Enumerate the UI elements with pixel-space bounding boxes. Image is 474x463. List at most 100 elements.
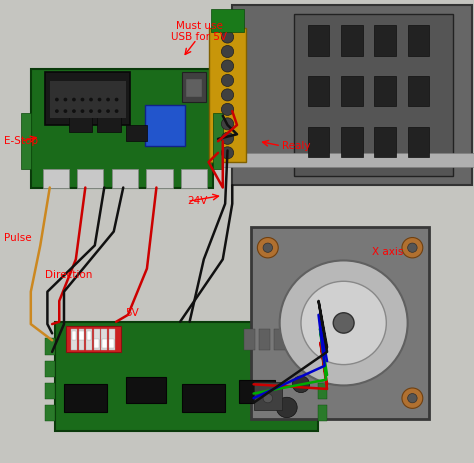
Bar: [318, 361, 327, 377]
Bar: [45, 361, 55, 377]
Circle shape: [98, 98, 101, 101]
Circle shape: [106, 98, 110, 101]
Bar: [31, 69, 213, 188]
Bar: [408, 76, 429, 106]
Circle shape: [221, 147, 234, 159]
Bar: [45, 72, 130, 125]
Bar: [109, 329, 115, 350]
Circle shape: [55, 109, 59, 113]
Bar: [87, 331, 91, 340]
Bar: [66, 326, 121, 352]
Bar: [294, 14, 453, 176]
Bar: [101, 329, 107, 350]
Bar: [251, 227, 429, 419]
Circle shape: [276, 397, 297, 418]
Bar: [341, 127, 363, 157]
Bar: [43, 169, 69, 188]
Circle shape: [55, 98, 59, 101]
Bar: [239, 380, 275, 403]
Text: 24V: 24V: [187, 196, 208, 206]
Bar: [182, 72, 206, 102]
Bar: [181, 169, 207, 188]
Bar: [274, 329, 285, 350]
Bar: [69, 116, 92, 132]
Circle shape: [81, 98, 84, 101]
Bar: [209, 28, 246, 162]
Bar: [21, 113, 31, 169]
Bar: [182, 384, 225, 412]
Circle shape: [64, 98, 67, 101]
Text: 5V: 5V: [126, 307, 139, 318]
Bar: [232, 5, 472, 185]
Bar: [213, 113, 223, 169]
Circle shape: [81, 109, 84, 113]
Text: X axis: X axis: [372, 247, 403, 257]
Bar: [79, 331, 84, 340]
Bar: [112, 169, 138, 188]
Circle shape: [280, 260, 408, 385]
Bar: [45, 405, 55, 421]
Bar: [146, 169, 173, 188]
Circle shape: [221, 31, 234, 43]
Bar: [218, 153, 474, 167]
Circle shape: [402, 238, 423, 258]
Circle shape: [402, 388, 423, 408]
Bar: [126, 377, 166, 403]
Bar: [318, 405, 327, 421]
Bar: [71, 329, 77, 350]
Bar: [77, 169, 103, 188]
Bar: [145, 105, 185, 146]
Circle shape: [221, 118, 234, 130]
Text: Realy: Realy: [282, 141, 310, 151]
Circle shape: [221, 89, 234, 101]
Bar: [186, 79, 202, 97]
Bar: [244, 329, 255, 350]
Bar: [374, 25, 396, 56]
Bar: [211, 9, 244, 32]
Bar: [374, 127, 396, 157]
Bar: [318, 338, 327, 355]
Bar: [102, 339, 107, 348]
Circle shape: [408, 394, 417, 403]
Bar: [318, 383, 327, 399]
Circle shape: [115, 109, 118, 113]
Circle shape: [257, 388, 278, 408]
Text: E-Stop: E-Stop: [4, 136, 38, 146]
Bar: [79, 329, 84, 350]
Circle shape: [221, 45, 234, 57]
Circle shape: [221, 60, 234, 72]
Bar: [97, 116, 121, 132]
Circle shape: [221, 103, 234, 115]
Bar: [72, 331, 76, 340]
Bar: [341, 25, 363, 56]
Bar: [341, 76, 363, 106]
Circle shape: [72, 109, 76, 113]
Bar: [94, 329, 100, 350]
Circle shape: [72, 98, 76, 101]
Bar: [374, 76, 396, 106]
Circle shape: [263, 394, 273, 403]
Bar: [109, 339, 114, 348]
Circle shape: [89, 109, 93, 113]
Bar: [86, 329, 92, 350]
Circle shape: [292, 376, 310, 393]
Bar: [308, 76, 329, 106]
Circle shape: [98, 109, 101, 113]
Bar: [64, 384, 107, 412]
Bar: [45, 383, 55, 399]
Circle shape: [106, 109, 110, 113]
Bar: [50, 81, 126, 118]
Bar: [126, 125, 147, 141]
Circle shape: [257, 238, 278, 258]
Circle shape: [221, 132, 234, 144]
Circle shape: [301, 281, 386, 365]
Bar: [94, 339, 99, 348]
Bar: [55, 322, 318, 431]
Circle shape: [408, 243, 417, 252]
Circle shape: [333, 313, 354, 333]
Bar: [254, 382, 282, 410]
Circle shape: [115, 98, 118, 101]
Bar: [308, 25, 329, 56]
Circle shape: [263, 243, 273, 252]
Bar: [408, 127, 429, 157]
